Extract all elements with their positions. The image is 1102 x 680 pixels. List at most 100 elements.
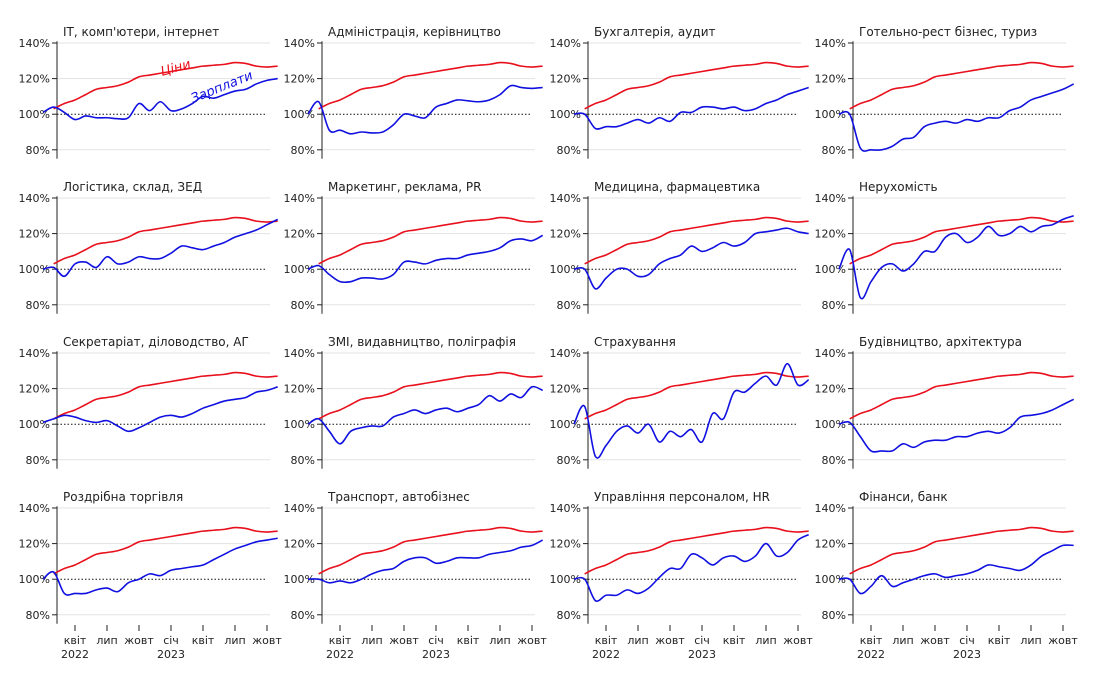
panel-12: Будівництво, архітектура 140% 120% 100% 80% [815,335,1075,469]
x-tick-label: лип [96,634,117,647]
y-tick-label: 120% [284,73,315,86]
y-tick-label: 80% [26,144,50,157]
panel-9: Секретаріат, діловодство, АГ 140% 120% 100%… [19,335,278,469]
y-tick-label: 80% [291,454,315,467]
y-tick-label: 120% [19,228,50,241]
x-tick-label: жовт [1048,634,1078,647]
y-tick-label: 120% [284,383,315,396]
prices-line [584,526,809,575]
y-tick-label: 80% [822,299,846,312]
y-tick-label: 80% [822,609,846,622]
y-tick-label: 120% [284,228,315,241]
x-tick-label: жовт [655,634,685,647]
y-tick-label: 80% [557,144,581,157]
panel-title: Страхування [594,335,676,349]
y-tick-label: 120% [19,383,50,396]
y-tick-label: 100% [815,263,846,276]
panel-title: Нерухомість [859,180,938,194]
y-tick-label: 80% [291,299,315,312]
y-tick-label: 100% [284,573,315,586]
y-tick-label: 120% [19,73,50,86]
y-tick-label: 140% [815,192,846,205]
panel-14: Транспорт, автобізнес 140% 120% 100% 80% [284,490,544,624]
x-tick-label: січ [694,634,710,647]
prices-line [318,371,543,420]
y-tick-label: 80% [291,609,315,622]
y-tick-label: 100% [815,108,846,121]
x-year-label: 2022 [61,648,89,661]
x-tick-label: квіт [988,634,1011,647]
x-tick-label: січ [959,634,975,647]
y-tick-label: 140% [550,347,581,360]
x-year-label: 2023 [953,648,981,661]
x-tick-label: лип [755,634,776,647]
y-tick-label: 100% [19,573,50,586]
x-year-label: 2022 [326,648,354,661]
y-tick-label: 120% [550,383,581,396]
wages-label: Зарплати [189,68,255,106]
prices-line [53,61,278,110]
wages-line [838,83,1075,152]
x-year-label: 2023 [157,648,185,661]
y-tick-label: 140% [19,37,50,50]
y-tick-label: 100% [815,418,846,431]
panel-5: Логістика, склад, ЗЕД 140% 120% 100% 80% [19,180,279,314]
wages-line [307,539,544,584]
panel-6: Маркетинг, реклама, PR 140% 120% 100% 80% [284,180,544,314]
x-tick-label: квіт [329,634,352,647]
x-tick-label: лип [627,634,648,647]
wages-line [573,533,810,602]
y-tick-label: 140% [550,502,581,515]
wages-line [838,398,1075,453]
y-tick-label: 120% [550,73,581,86]
wages-line [307,84,543,135]
panel-title: Логістика, склад, ЗЕД [63,180,202,194]
y-tick-label: 120% [815,228,846,241]
wages-line [42,77,278,121]
wages-line [42,218,279,278]
panel-title: Управління персоналом, HR [594,490,770,504]
panel-title: Фінанси, банк [859,490,948,504]
y-tick-label: 80% [557,454,581,467]
y-tick-label: 100% [550,108,581,121]
panel-16: Фінанси, банк 140% 120% 100% 80% [815,490,1074,624]
wages-line [42,386,278,433]
prices-line [53,371,278,420]
x-tick-label: жовт [517,634,547,647]
x-year-label: 2023 [688,648,716,661]
y-tick-label: 120% [550,538,581,551]
y-tick-label: 80% [26,454,50,467]
y-tick-label: 100% [550,573,581,586]
y-tick-label: 140% [284,502,315,515]
panel-title: Секретаріат, діловодство, АГ [63,335,249,349]
x-tick-label: квіт [457,634,480,647]
y-tick-label: 140% [284,192,315,205]
wages-line [573,362,810,459]
panel-title: Адміністрація, керівництво [328,25,501,39]
y-tick-label: 100% [284,263,315,276]
wages-line [307,234,544,284]
prices-label: Ціни [159,57,193,80]
prices-line [318,216,543,265]
y-tick-label: 140% [19,192,50,205]
x-tick-label: січ [428,634,444,647]
y-tick-label: 140% [550,37,581,50]
panel-title: Роздрібна торгівля [63,490,183,504]
x-tick-label: квіт [860,634,883,647]
y-tick-label: 120% [284,538,315,551]
prices-line [318,61,543,110]
x-tick-label: жовт [920,634,950,647]
y-tick-label: 120% [815,538,846,551]
panel-13: Роздрібна торгівля 140% 120% 100% 80% [19,490,278,624]
x-year-label: 2023 [422,648,450,661]
x-year-label: 2022 [592,648,620,661]
panel-4: Готельно-рест бізнес, туриз 140% 120% 100% 8… [815,25,1075,159]
x-tick-label: січ [163,634,179,647]
y-tick-label: 100% [550,263,581,276]
panel-8: Нерухомість 140% 120% 100% 80% [815,180,1074,314]
y-tick-label: 140% [19,347,50,360]
x-tick-label: квіт [64,634,87,647]
